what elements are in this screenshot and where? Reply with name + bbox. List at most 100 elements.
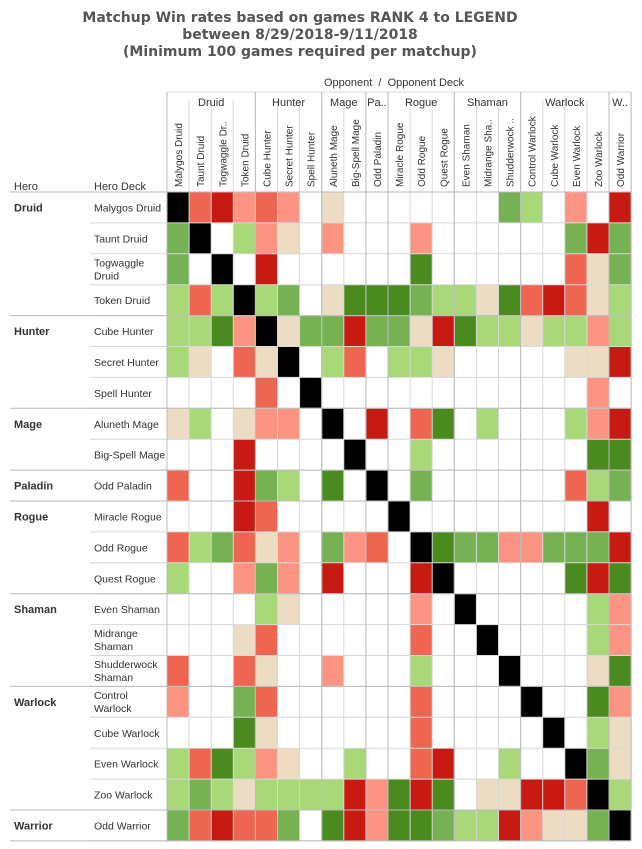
cell-strong-unfav bbox=[609, 192, 632, 223]
cell-strong-unfav bbox=[586, 562, 609, 594]
cell-fav bbox=[277, 284, 300, 316]
cell-none bbox=[410, 501, 433, 532]
cell-unfav bbox=[189, 284, 212, 316]
cell-none bbox=[365, 346, 388, 378]
cell-none bbox=[321, 748, 344, 780]
cell-unfav bbox=[564, 470, 587, 501]
cell-even bbox=[476, 284, 499, 316]
cell-none bbox=[189, 562, 212, 594]
cell-even bbox=[233, 624, 256, 656]
cell-unfav bbox=[410, 717, 433, 749]
cell-none bbox=[388, 624, 411, 656]
row-deck-label: Odd Warrior bbox=[94, 820, 151, 832]
cell-strong-fav bbox=[432, 779, 455, 810]
cell-none bbox=[365, 748, 388, 780]
column-hero-label: Mage bbox=[330, 97, 358, 109]
cell-fav bbox=[189, 779, 212, 810]
column-deck-label: Taunt Druid bbox=[196, 136, 207, 187]
cell-none bbox=[299, 408, 322, 440]
row-deck-label: Shaman bbox=[94, 672, 133, 684]
cell-slight-fav bbox=[189, 315, 212, 347]
cell-none bbox=[498, 439, 521, 471]
row-deck-label: Midrange bbox=[94, 628, 138, 640]
cell-none bbox=[167, 439, 190, 471]
cell-none bbox=[454, 470, 477, 501]
row-deck-label: Token Druid bbox=[94, 295, 150, 307]
cell-even bbox=[321, 192, 344, 223]
cell-none bbox=[299, 439, 322, 471]
cell-even bbox=[321, 284, 344, 316]
row-deck-label: Cube Warlock bbox=[94, 728, 160, 740]
cell-unfav bbox=[255, 686, 278, 718]
cell-self bbox=[476, 624, 499, 656]
cell-none bbox=[432, 624, 455, 656]
cell-strong-fav bbox=[211, 315, 234, 347]
cell-none bbox=[321, 253, 344, 285]
cell-none bbox=[388, 377, 411, 409]
cell-none bbox=[343, 377, 366, 409]
cell-none bbox=[498, 501, 521, 532]
cell-fav bbox=[564, 222, 587, 254]
cell-none bbox=[365, 562, 388, 594]
row-deck-label: Warlock bbox=[94, 703, 132, 715]
cell-none bbox=[321, 686, 344, 718]
cell-fav bbox=[542, 531, 565, 563]
cell-self bbox=[365, 470, 388, 501]
cell-none bbox=[388, 408, 411, 440]
cell-strong-unfav bbox=[233, 439, 256, 471]
cell-unfav bbox=[255, 501, 278, 532]
cell-slight-fav bbox=[476, 408, 499, 440]
cell-unfav bbox=[520, 284, 543, 316]
column-deck-label: Aluneth Mage bbox=[329, 125, 340, 187]
row-deck-label: Druid bbox=[94, 270, 119, 282]
cell-even bbox=[233, 408, 256, 440]
cell-unfav bbox=[189, 748, 212, 780]
cell-none bbox=[388, 686, 411, 718]
cell-even bbox=[255, 655, 278, 687]
column-deck-label: Quest Rogue bbox=[439, 128, 450, 187]
cell-strong-fav bbox=[343, 284, 366, 316]
cell-none bbox=[520, 501, 543, 532]
cell-none bbox=[542, 562, 565, 594]
cell-slight-unfav bbox=[255, 748, 278, 780]
cell-even bbox=[233, 779, 256, 810]
column-deck-label: Big-Spell Mage bbox=[351, 119, 362, 187]
cell-none bbox=[388, 222, 411, 254]
cell-slight-fav bbox=[609, 315, 632, 347]
row-deck-label: Shudderwock bbox=[94, 659, 158, 671]
cell-none bbox=[476, 470, 499, 501]
cell-slight-unfav bbox=[564, 192, 587, 223]
cell-none bbox=[498, 346, 521, 378]
cell-none bbox=[432, 377, 455, 409]
cell-slight-unfav bbox=[609, 593, 632, 625]
cell-strong-unfav bbox=[343, 779, 366, 810]
cell-fav bbox=[167, 253, 190, 285]
cell-none bbox=[454, 655, 477, 687]
cell-none bbox=[476, 593, 499, 625]
cell-none bbox=[299, 686, 322, 718]
cell-slight-unfav bbox=[233, 562, 256, 594]
cell-none bbox=[542, 686, 565, 718]
cell-even bbox=[432, 346, 455, 378]
cell-slight-fav bbox=[167, 315, 190, 347]
cell-none bbox=[498, 686, 521, 718]
cell-fav bbox=[609, 253, 632, 285]
column-hero-label: Hunter bbox=[272, 97, 305, 109]
cell-none bbox=[542, 253, 565, 285]
cell-none bbox=[189, 686, 212, 718]
cell-slight-fav bbox=[167, 779, 190, 810]
cell-none bbox=[299, 562, 322, 594]
row-hero-label: Rogue bbox=[14, 511, 48, 523]
row-hero-label: Warlock bbox=[14, 697, 57, 709]
cell-slight-fav bbox=[277, 470, 300, 501]
cell-fav bbox=[454, 531, 477, 563]
column-hero-label: Druid bbox=[198, 97, 224, 109]
cell-strong-unfav bbox=[542, 779, 565, 810]
cell-unfav bbox=[189, 192, 212, 223]
cell-none bbox=[299, 470, 322, 501]
cell-slight-fav bbox=[410, 439, 433, 471]
cell-even bbox=[542, 810, 565, 841]
cell-none bbox=[609, 501, 632, 532]
cell-none bbox=[454, 253, 477, 285]
